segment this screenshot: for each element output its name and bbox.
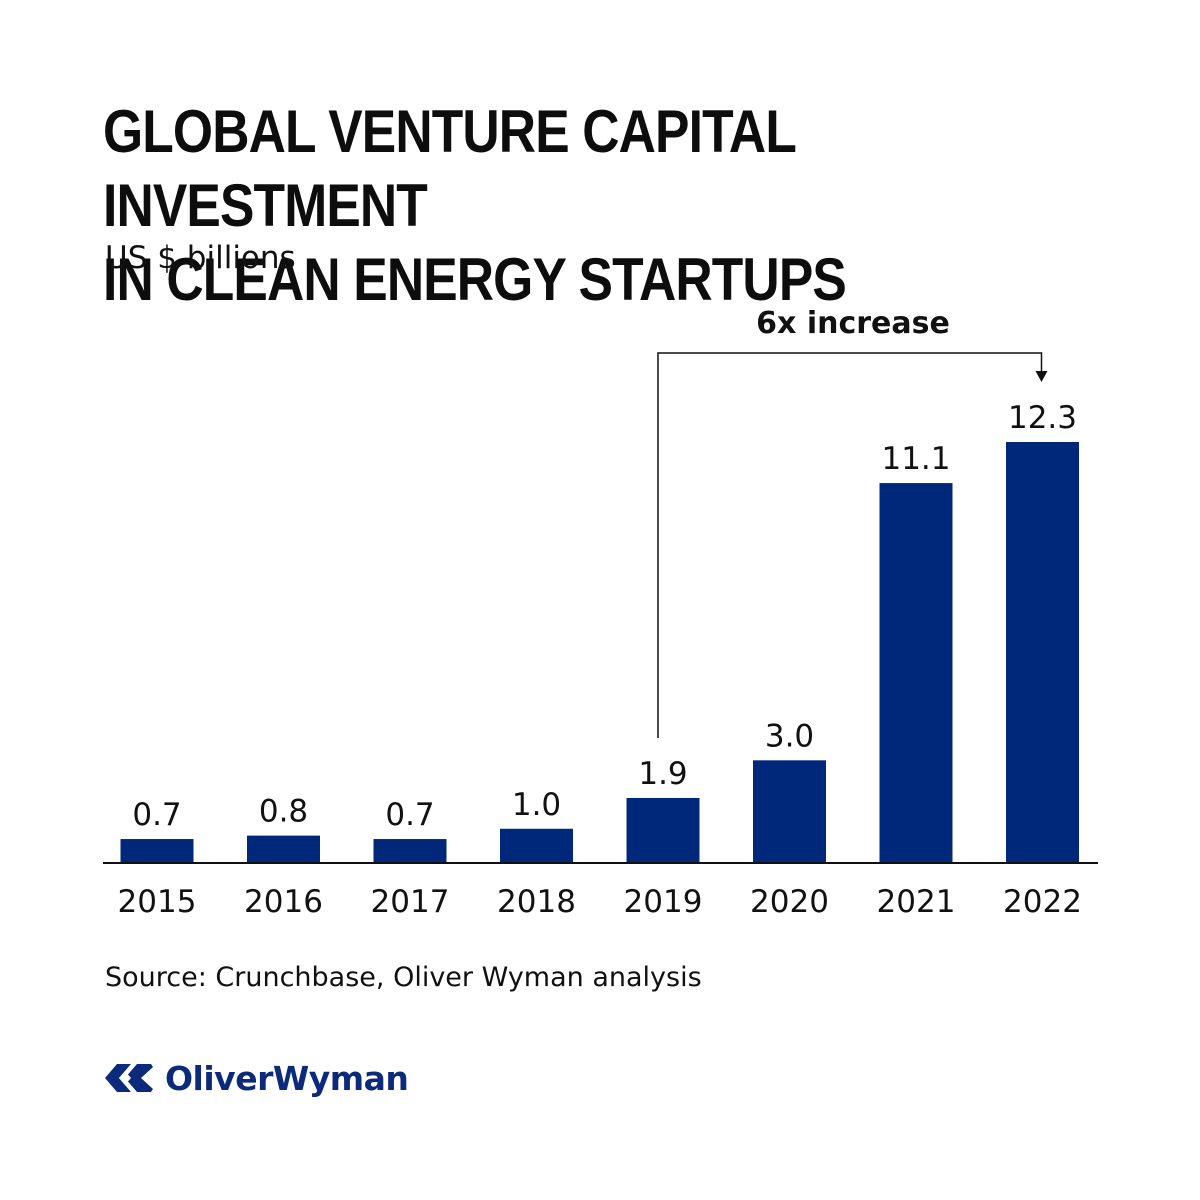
x-tick-label-2020: 2020 [750, 884, 829, 920]
bar-2022 [1006, 442, 1079, 863]
bar-2020 [753, 760, 826, 863]
brand: OliverWyman [103, 1058, 409, 1098]
chart-title: GLOBAL VENTURE CAPITAL INVESTMENT IN CLE… [103, 95, 963, 317]
value-label-2016: 0.8 [259, 794, 308, 830]
brand-name: OliverWyman [165, 1058, 409, 1098]
x-tick-label-2022: 2022 [1003, 884, 1082, 920]
value-label-2020: 3.0 [765, 718, 814, 754]
increase-annotation: 6x increase [657, 306, 1048, 738]
bar-2019 [626, 797, 700, 863]
value-label-2017: 0.7 [385, 797, 434, 833]
bars-layer: 0.7 2015 0.8 2016 0.7 2017 1.0 2018 1.9 2019 3.0 20… [118, 400, 1082, 920]
annotation-arrowhead [1035, 371, 1048, 382]
annotation-label: 6x increase [756, 306, 950, 341]
value-label-2018: 1.0 [512, 787, 561, 823]
chart-title-line-2: IN CLEAN ENERGY STARTUPS [103, 246, 847, 313]
x-tick-label-2021: 2021 [877, 884, 956, 920]
annotation-bracket [657, 352, 1043, 738]
oliver-wyman-logo-icon [105, 1064, 153, 1092]
value-label-2021: 11.1 [881, 441, 950, 477]
value-label-2022: 12.3 [1008, 400, 1077, 436]
bar-2015 [120, 839, 194, 863]
x-tick-label-2019: 2019 [624, 884, 703, 920]
bar-2016 [247, 835, 320, 863]
chart-subtitle: US $ billions [105, 240, 296, 276]
x-tick-label-2016: 2016 [244, 884, 323, 920]
bar-2018 [500, 828, 573, 863]
source-note: Source: Crunchbase, Oliver Wyman analysi… [105, 962, 702, 993]
x-tick-label-2017: 2017 [371, 884, 450, 920]
value-label-2015: 0.7 [132, 797, 181, 833]
value-label-2019: 1.9 [638, 756, 687, 792]
x-tick-label-2018: 2018 [497, 884, 576, 920]
x-tick-label-2015: 2015 [118, 884, 197, 920]
bar-2021 [879, 483, 953, 863]
bar-2017 [373, 839, 447, 863]
chart-title-line-1: GLOBAL VENTURE CAPITAL INVESTMENT [103, 98, 796, 239]
